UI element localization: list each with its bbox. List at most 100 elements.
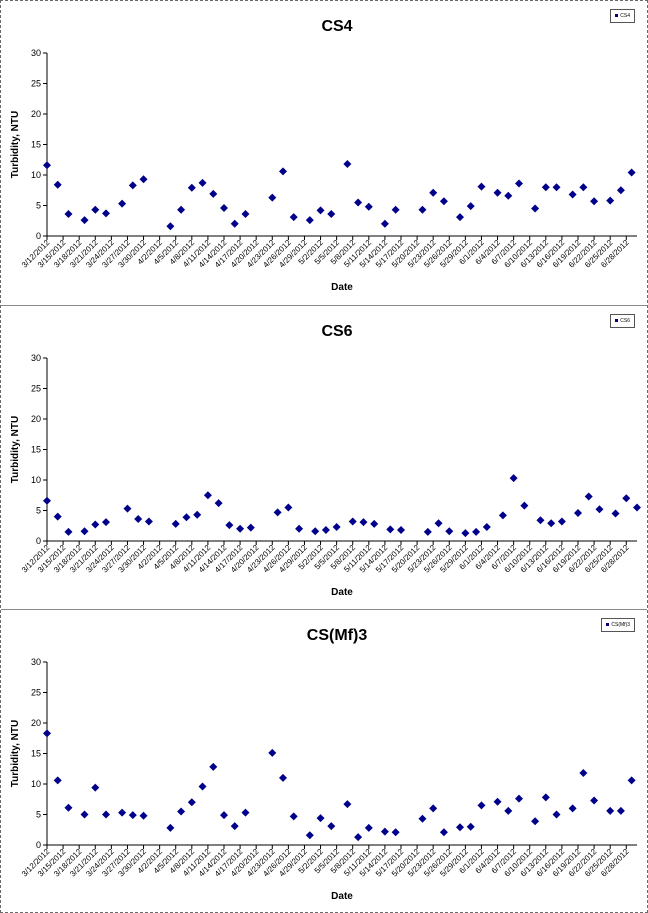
data-point bbox=[102, 209, 110, 218]
data-point bbox=[616, 806, 625, 815]
data-point bbox=[472, 527, 481, 536]
x-axis-label: Date bbox=[331, 891, 353, 902]
data-point bbox=[321, 526, 330, 535]
data-point bbox=[118, 199, 127, 208]
data-point bbox=[80, 216, 89, 225]
data-point bbox=[557, 517, 566, 526]
data-point bbox=[289, 812, 298, 821]
data-point bbox=[423, 527, 432, 536]
x-axis-label: Date bbox=[331, 587, 353, 598]
data-point bbox=[284, 503, 293, 512]
data-point bbox=[611, 509, 620, 518]
y-tick-label: 5 bbox=[36, 506, 41, 516]
data-point bbox=[91, 205, 100, 214]
data-point bbox=[91, 520, 100, 529]
legend-marker bbox=[615, 319, 619, 323]
data-point bbox=[482, 522, 491, 531]
data-point bbox=[144, 517, 153, 526]
data-point bbox=[547, 519, 556, 528]
data-point bbox=[279, 167, 287, 176]
y-tick-label: 30 bbox=[31, 48, 41, 58]
data-point bbox=[493, 797, 502, 806]
data-point bbox=[531, 204, 540, 213]
data-point bbox=[241, 210, 250, 219]
data-point bbox=[166, 222, 175, 231]
y-tick-label: 10 bbox=[31, 170, 41, 180]
data-point bbox=[370, 519, 379, 528]
data-point bbox=[273, 508, 282, 517]
data-point bbox=[118, 808, 127, 817]
data-point bbox=[134, 515, 143, 524]
legend-label: CS4 bbox=[620, 13, 630, 19]
data-point bbox=[53, 512, 62, 521]
data-point bbox=[139, 175, 148, 184]
chart-title: CS(Mf)3 bbox=[307, 627, 368, 644]
data-point bbox=[91, 783, 100, 792]
data-point bbox=[354, 198, 363, 207]
legend-cs6: CS6 bbox=[610, 314, 635, 328]
data-point bbox=[102, 810, 110, 819]
data-point bbox=[182, 513, 191, 522]
data-point bbox=[268, 748, 277, 757]
data-point bbox=[456, 823, 464, 832]
data-point bbox=[198, 178, 207, 187]
y-tick-label: 30 bbox=[31, 353, 41, 363]
data-point bbox=[220, 811, 228, 820]
data-point bbox=[595, 505, 604, 514]
data-point bbox=[477, 801, 486, 810]
data-point bbox=[466, 202, 475, 211]
data-point bbox=[418, 814, 427, 823]
y-tick-label: 25 bbox=[31, 384, 41, 394]
legend-cs4: CS4 bbox=[610, 9, 635, 23]
data-point bbox=[552, 183, 561, 192]
data-point bbox=[343, 800, 352, 809]
data-point bbox=[633, 503, 641, 512]
data-point bbox=[102, 518, 110, 527]
y-tick-label: 30 bbox=[31, 657, 41, 667]
data-point bbox=[43, 496, 51, 505]
data-point bbox=[43, 729, 51, 738]
data-point bbox=[348, 517, 357, 526]
data-point bbox=[579, 769, 588, 778]
y-tick-label: 20 bbox=[31, 109, 41, 119]
y-axis-label: Turbidity, NTU bbox=[10, 416, 21, 483]
data-point bbox=[456, 213, 464, 222]
data-point bbox=[536, 516, 545, 525]
y-tick-label: 10 bbox=[31, 779, 41, 789]
data-point bbox=[209, 762, 218, 771]
data-point bbox=[606, 196, 615, 205]
data-point bbox=[214, 499, 223, 508]
y-axis-label: Turbidity, NTU bbox=[10, 720, 21, 787]
data-point bbox=[616, 186, 625, 195]
data-point bbox=[364, 823, 373, 832]
data-point bbox=[466, 822, 475, 831]
data-point bbox=[439, 828, 448, 837]
data-point bbox=[364, 202, 373, 211]
legend-marker bbox=[606, 623, 610, 627]
data-point bbox=[627, 168, 636, 177]
data-point bbox=[541, 793, 550, 802]
data-point bbox=[504, 806, 513, 815]
data-point bbox=[305, 831, 314, 840]
data-point bbox=[386, 525, 395, 534]
data-point bbox=[123, 504, 132, 513]
data-point bbox=[268, 193, 277, 202]
data-point bbox=[203, 491, 212, 500]
data-point bbox=[64, 210, 73, 219]
data-point bbox=[520, 501, 529, 510]
data-point bbox=[187, 183, 196, 192]
data-point bbox=[622, 494, 631, 503]
chart-title: CS4 bbox=[321, 18, 352, 35]
y-tick-label: 0 bbox=[36, 536, 41, 546]
legend-label: CS(Mf)3 bbox=[611, 622, 630, 628]
data-point bbox=[43, 161, 51, 170]
data-point bbox=[316, 814, 325, 823]
data-point bbox=[53, 180, 62, 189]
data-point bbox=[128, 181, 137, 190]
data-point bbox=[80, 810, 89, 819]
data-point bbox=[246, 523, 255, 532]
data-point bbox=[515, 179, 523, 188]
